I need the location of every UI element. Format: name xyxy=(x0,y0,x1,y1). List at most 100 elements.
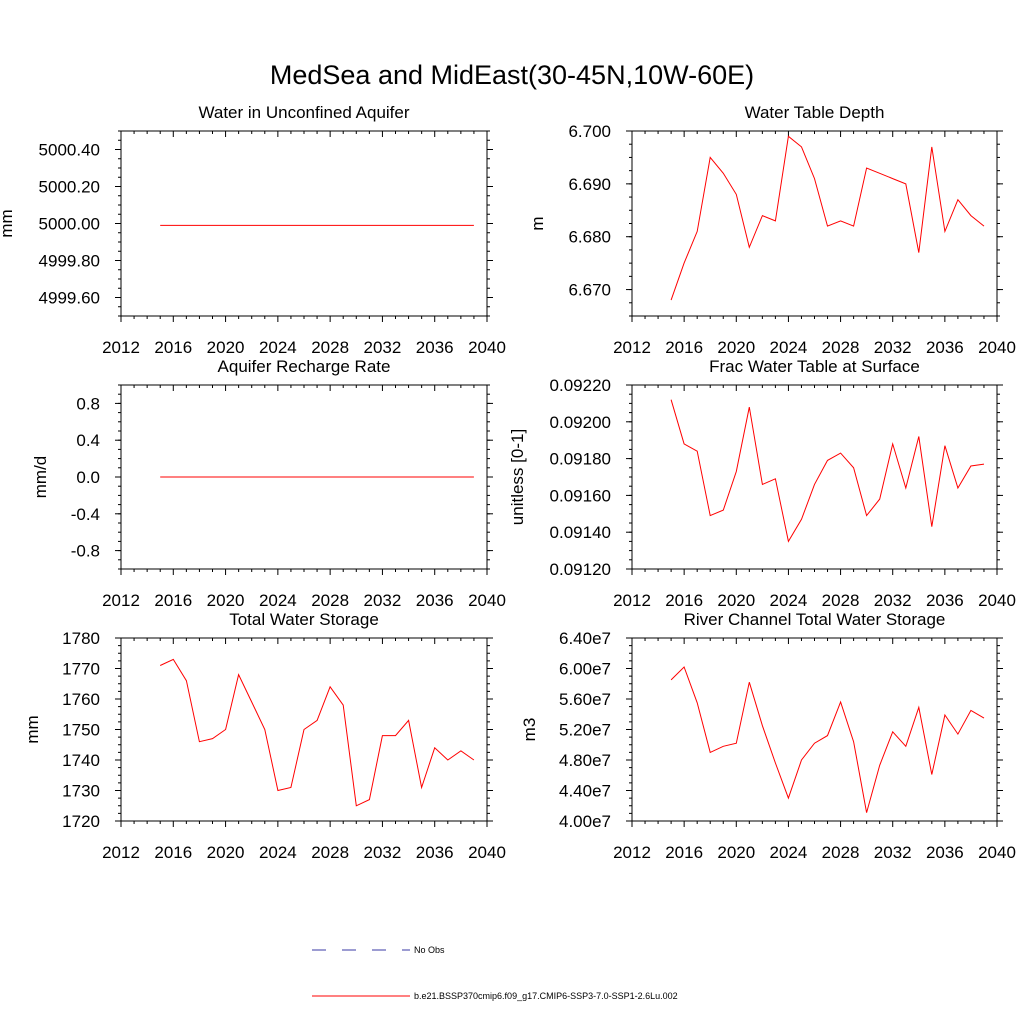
y-tick-label: 4.40e7 xyxy=(559,782,611,801)
y-tick-label: 0.09220 xyxy=(550,376,611,395)
x-tick-label: 2012 xyxy=(613,843,651,862)
y-tick-label: 0.09200 xyxy=(550,413,611,432)
y-tick-label: 1720 xyxy=(62,812,100,831)
panel-title: Aquifer Recharge Rate xyxy=(218,357,391,376)
y-tick-label: 1760 xyxy=(62,690,100,709)
series-line xyxy=(159,658,475,807)
x-tick-label: 2032 xyxy=(874,843,912,862)
x-tick-label: 2036 xyxy=(926,843,964,862)
x-tick-label: 2032 xyxy=(364,591,402,610)
panel-frac-water-table: Frac Water Table at Surface unitless [0-… xyxy=(508,357,1016,610)
panel-total-water-storage: Total Water Storage mm 2012 2016 2020 2024 2… xyxy=(23,610,506,862)
panel-title: Water Table Depth xyxy=(745,103,885,122)
y-tick-label: 1730 xyxy=(62,782,100,801)
y-tick-label: 6.700 xyxy=(568,122,611,141)
x-tick-label: 2016 xyxy=(665,591,703,610)
y-tick-label: 0.09160 xyxy=(550,486,611,505)
y-axis-label: mm xyxy=(0,209,16,237)
x-tick-label: 2036 xyxy=(416,591,454,610)
x-tick-label: 2016 xyxy=(665,843,703,862)
y-tick-label: 6.690 xyxy=(568,175,611,194)
x-tick-label: 2040 xyxy=(978,843,1016,862)
panel-aquifer-water: Water in Unconfined Aquifer mm 2012 2016 2… xyxy=(0,103,506,357)
plot-frame xyxy=(631,384,998,570)
panel-water-table-depth: Water Table Depth m 2012 2016 2020 2024 2028… xyxy=(528,103,1016,357)
panel-title: Frac Water Table at Surface xyxy=(709,357,920,376)
x-tick-label: 2012 xyxy=(613,338,651,357)
y-tick-label: 1740 xyxy=(62,751,100,770)
x-tick-label: 2020 xyxy=(207,591,245,610)
panel-title: River Channel Total Water Storage xyxy=(684,610,946,629)
y-tick-label: 4999.80 xyxy=(39,252,100,271)
y-tick-label: 5.20e7 xyxy=(559,721,611,740)
x-tick-label: 2020 xyxy=(207,843,245,862)
panel-river-channel-storage: River Channel Total Water Storage m3 201… xyxy=(520,610,1016,862)
x-tick-label: 2040 xyxy=(468,338,506,357)
y-tick-label: 4.00e7 xyxy=(559,812,611,831)
figure-title: MedSea and MidEast(30-45N,10W-60E) xyxy=(270,60,754,90)
plot-frame xyxy=(631,130,998,317)
legend-obs-label: No Obs xyxy=(414,945,445,955)
y-tick-label: 0.4 xyxy=(76,431,100,450)
legend-model-label: b.e21.BSSP370cmip6.f09_g17.CMIP6-SSP3-7.… xyxy=(414,991,678,1001)
y-tick-label: 4.80e7 xyxy=(559,751,611,770)
x-tick-label: 2032 xyxy=(364,338,402,357)
y-tick-label: 0.0 xyxy=(76,468,100,487)
x-tick-label: 2032 xyxy=(364,843,402,862)
x-tick-label: 2020 xyxy=(717,338,755,357)
y-tick-label: 6.680 xyxy=(568,228,611,247)
x-tick-label: 2028 xyxy=(311,843,349,862)
x-tick-label: 2024 xyxy=(770,338,808,357)
y-tick-label: 0.09140 xyxy=(550,523,611,542)
x-tick-label: 2024 xyxy=(770,591,808,610)
x-tick-label: 2016 xyxy=(154,338,192,357)
x-tick-label: 2032 xyxy=(874,591,912,610)
x-tick-label: 2032 xyxy=(874,338,912,357)
y-tick-label: 5000.40 xyxy=(39,141,100,160)
series-line xyxy=(670,666,985,813)
x-tick-label: 2036 xyxy=(416,338,454,357)
x-tick-label: 2040 xyxy=(468,843,506,862)
x-tick-label: 2036 xyxy=(926,591,964,610)
x-tick-label: 2012 xyxy=(613,591,651,610)
x-tick-label: 2040 xyxy=(468,591,506,610)
x-tick-label: 2020 xyxy=(207,338,245,357)
plot-frame xyxy=(120,130,488,317)
x-tick-label: 2016 xyxy=(154,591,192,610)
x-tick-label: 2024 xyxy=(259,843,297,862)
x-tick-label: 2024 xyxy=(770,843,808,862)
y-tick-label: 0.09120 xyxy=(550,560,611,579)
x-tick-label: 2020 xyxy=(717,843,755,862)
plot-frame xyxy=(631,637,998,822)
y-tick-label: 6.40e7 xyxy=(559,629,611,648)
y-tick-label: 6.670 xyxy=(568,281,611,300)
x-tick-label: 2012 xyxy=(102,843,140,862)
x-tick-label: 2024 xyxy=(259,338,297,357)
panel-title: Water in Unconfined Aquifer xyxy=(198,103,409,122)
x-tick-label: 2028 xyxy=(822,591,860,610)
y-tick-label: 0.8 xyxy=(76,394,100,413)
series-line xyxy=(670,399,985,543)
y-tick-label: 5000.20 xyxy=(39,178,100,197)
x-tick-label: 2024 xyxy=(259,591,297,610)
y-axis-label: mm/d xyxy=(31,456,50,499)
x-tick-label: 2040 xyxy=(978,338,1016,357)
y-tick-label: -0.8 xyxy=(71,542,100,561)
panel-title: Total Water Storage xyxy=(229,610,379,629)
y-tick-label: 1780 xyxy=(62,629,100,648)
x-tick-label: 2028 xyxy=(822,843,860,862)
x-tick-label: 2028 xyxy=(311,591,349,610)
x-tick-label: 2016 xyxy=(665,338,703,357)
x-tick-label: 2016 xyxy=(154,843,192,862)
x-tick-label: 2012 xyxy=(102,338,140,357)
x-tick-label: 2028 xyxy=(311,338,349,357)
y-tick-label: 5000.00 xyxy=(39,215,100,234)
x-tick-label: 2012 xyxy=(102,591,140,610)
y-tick-label: 5.60e7 xyxy=(559,690,611,709)
y-tick-label: 6.00e7 xyxy=(559,660,611,679)
panel-aquifer-recharge: Aquifer Recharge Rate mm/d 2012 2016 2020 2… xyxy=(31,357,506,610)
y-axis-label: mm xyxy=(23,715,42,743)
y-tick-label: -0.4 xyxy=(71,505,100,524)
series-line xyxy=(670,135,985,301)
